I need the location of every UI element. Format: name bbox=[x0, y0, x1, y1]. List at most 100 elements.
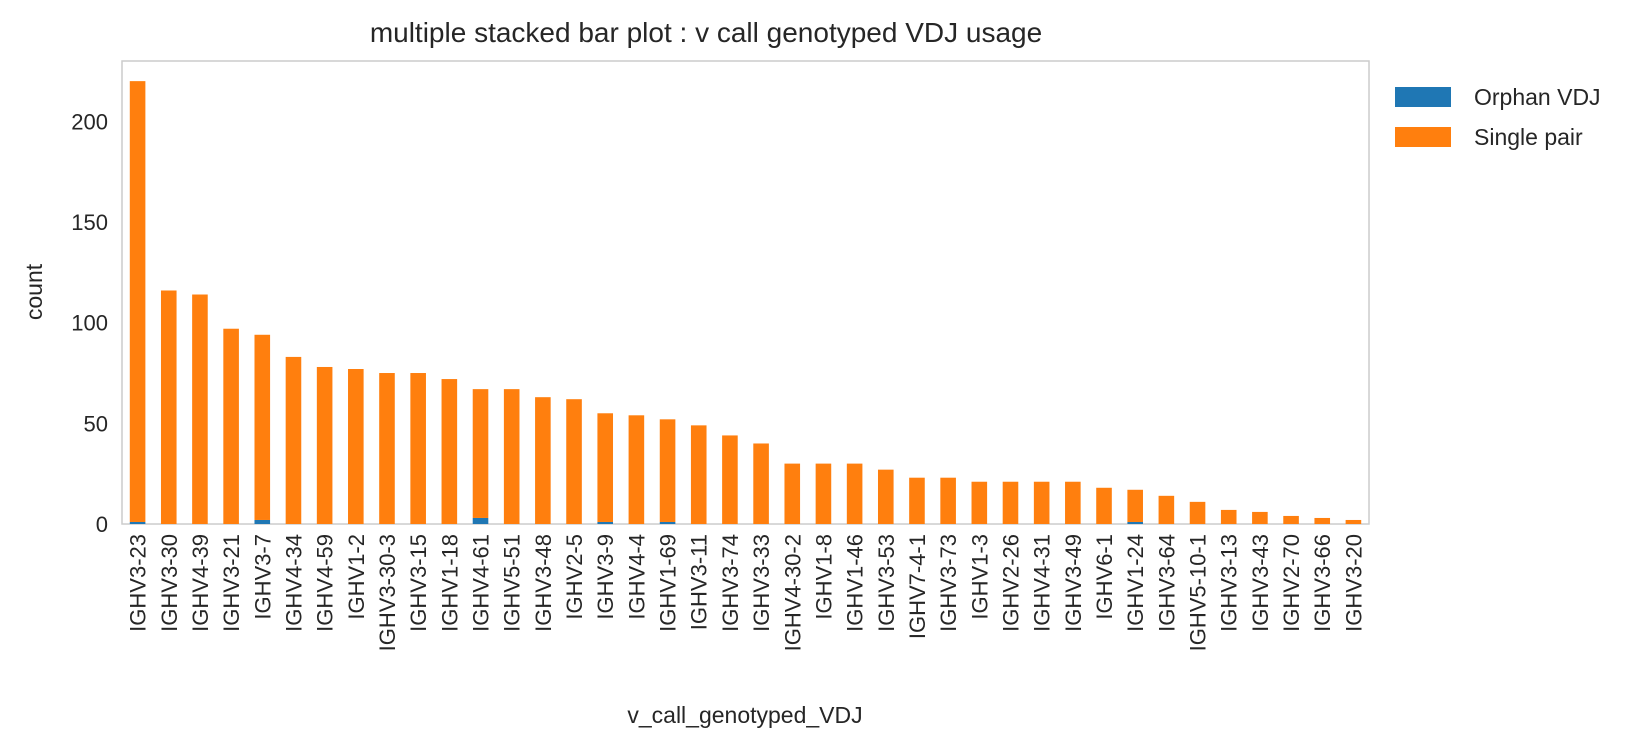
bar-IGHV3-30-3-single-pair bbox=[379, 373, 395, 524]
bar-IGHV4-34-single-pair bbox=[286, 357, 302, 524]
bar-IGHV3-73-single-pair bbox=[940, 478, 956, 524]
x-tick-label: IGHV4-30-2 bbox=[780, 534, 805, 651]
bar-IGHV2-26-single-pair bbox=[1003, 482, 1019, 524]
bar-IGHV4-39-single-pair bbox=[192, 295, 208, 524]
x-tick-label: IGHV4-61 bbox=[469, 534, 494, 632]
bar-IGHV4-61-orphan-vdj bbox=[473, 518, 489, 524]
x-tick-label: IGHV3-30 bbox=[157, 534, 182, 632]
x-tick-label: IGHV3-33 bbox=[749, 534, 774, 632]
chart-title: multiple stacked bar plot : v call genot… bbox=[370, 17, 1042, 48]
bar-IGHV3-74-single-pair bbox=[722, 435, 738, 524]
bar-IGHV4-30-2-single-pair bbox=[784, 464, 800, 524]
bar-IGHV5-51-single-pair bbox=[504, 389, 520, 524]
y-tick-label: 100 bbox=[71, 311, 108, 336]
bar-IGHV4-61-single-pair bbox=[473, 389, 489, 518]
x-tick-label: IGHV3-64 bbox=[1154, 534, 1179, 632]
x-tick-label: IGHV1-24 bbox=[1123, 534, 1148, 632]
x-axis-ticks: IGHV3-23 IGHV3-30 IGHV4-39 IGHV3-21 IGHV3-7 I… bbox=[126, 534, 1367, 651]
legend-swatch bbox=[1395, 127, 1451, 147]
x-tick-label: IGHV3-66 bbox=[1310, 534, 1335, 632]
bar-IGHV2-5-single-pair bbox=[566, 399, 582, 524]
y-tick-label: 200 bbox=[71, 109, 108, 134]
x-tick-label: IGHV3-7 bbox=[250, 534, 275, 620]
bar-IGHV5-10-1-single-pair bbox=[1190, 502, 1206, 524]
x-tick-label: IGHV3-23 bbox=[126, 534, 151, 632]
bar-IGHV2-70-single-pair bbox=[1283, 516, 1299, 524]
x-tick-label: IGHV3-20 bbox=[1341, 534, 1366, 632]
bar-IGHV3-33-single-pair bbox=[753, 443, 769, 524]
x-tick-label: IGHV4-39 bbox=[188, 534, 213, 632]
x-tick-label: IGHV3-13 bbox=[1217, 534, 1242, 632]
bar-IGHV1-2-single-pair bbox=[348, 369, 364, 524]
y-axis-label: count bbox=[21, 263, 47, 320]
x-tick-label: IGHV3-53 bbox=[874, 534, 899, 632]
x-tick-label: IGHV1-46 bbox=[843, 534, 868, 632]
x-tick-label: IGHV5-10-1 bbox=[1186, 534, 1211, 651]
bar-IGHV4-31-single-pair bbox=[1034, 482, 1050, 524]
bar-IGHV3-66-single-pair bbox=[1314, 518, 1330, 524]
x-tick-label: IGHV5-51 bbox=[500, 534, 525, 632]
x-tick-label: IGHV3-49 bbox=[1061, 534, 1086, 632]
x-tick-label: IGHV4-31 bbox=[1030, 534, 1055, 632]
x-tick-label: IGHV1-2 bbox=[344, 534, 369, 620]
x-tick-label: IGHV6-1 bbox=[1092, 534, 1117, 620]
bar-IGHV1-69-orphan-vdj bbox=[660, 522, 676, 524]
bar-IGHV3-13-single-pair bbox=[1221, 510, 1237, 524]
bar-IGHV1-24-orphan-vdj bbox=[1127, 522, 1143, 524]
x-tick-label: IGHV3-11 bbox=[687, 534, 712, 630]
x-tick-label: IGHV3-9 bbox=[593, 534, 618, 620]
bar-IGHV3-30-single-pair bbox=[161, 290, 177, 524]
bar-IGHV1-8-single-pair bbox=[816, 464, 832, 524]
x-tick-label: IGHV4-4 bbox=[624, 534, 649, 620]
x-tick-label: IGHV3-43 bbox=[1248, 534, 1273, 632]
bar-IGHV3-7-single-pair bbox=[254, 335, 270, 520]
x-tick-label: IGHV3-30-3 bbox=[375, 534, 400, 651]
bar-IGHV3-11-single-pair bbox=[691, 425, 707, 524]
bar-IGHV1-24-single-pair bbox=[1127, 490, 1143, 522]
bar-IGHV3-15-single-pair bbox=[410, 373, 426, 524]
bar-IGHV3-21-single-pair bbox=[223, 329, 239, 524]
x-tick-label: IGHV3-74 bbox=[718, 534, 743, 632]
bar-IGHV6-1-single-pair bbox=[1096, 488, 1112, 524]
legend-label: Single pair bbox=[1474, 124, 1583, 150]
bar-IGHV3-53-single-pair bbox=[878, 470, 894, 524]
bar-IGHV4-59-single-pair bbox=[317, 367, 333, 524]
x-tick-label: IGHV2-26 bbox=[998, 534, 1023, 632]
y-tick-label: 50 bbox=[84, 411, 108, 436]
bar-IGHV3-48-single-pair bbox=[535, 397, 551, 524]
plot-frame bbox=[122, 61, 1369, 524]
legend-label: Orphan VDJ bbox=[1474, 84, 1601, 110]
bar-IGHV4-4-single-pair bbox=[629, 415, 645, 524]
y-tick-label: 150 bbox=[71, 210, 108, 235]
x-tick-label: IGHV3-73 bbox=[936, 534, 961, 632]
y-axis-ticks: 0 50 100 150 200 bbox=[71, 109, 108, 537]
bars-layer bbox=[130, 81, 1361, 524]
y-tick-label: 0 bbox=[96, 512, 108, 537]
bar-IGHV7-4-1-single-pair bbox=[909, 478, 925, 524]
bar-IGHV1-46-single-pair bbox=[847, 464, 863, 524]
x-tick-label: IGHV4-34 bbox=[281, 534, 306, 632]
x-tick-label: IGHV1-3 bbox=[967, 534, 992, 620]
bar-IGHV1-18-single-pair bbox=[442, 379, 458, 524]
x-tick-label: IGHV3-48 bbox=[531, 534, 556, 632]
legend-swatch bbox=[1395, 87, 1451, 107]
bar-IGHV3-43-single-pair bbox=[1252, 512, 1268, 524]
x-tick-label: IGHV2-5 bbox=[562, 534, 587, 620]
x-tick-label: IGHV1-8 bbox=[811, 534, 836, 620]
legend: Orphan VDJ Single pair bbox=[1395, 84, 1601, 150]
x-tick-label: IGHV2-70 bbox=[1279, 534, 1304, 632]
bar-IGHV3-64-single-pair bbox=[1159, 496, 1175, 524]
x-axis-label: v_call_genotyped_VDJ bbox=[627, 702, 862, 728]
x-tick-label: IGHV3-21 bbox=[219, 534, 244, 632]
bar-IGHV3-49-single-pair bbox=[1065, 482, 1081, 524]
bar-IGHV1-3-single-pair bbox=[972, 482, 988, 524]
x-tick-label: IGHV1-69 bbox=[656, 534, 681, 632]
x-tick-label: IGHV3-15 bbox=[406, 534, 431, 632]
bar-IGHV3-9-orphan-vdj bbox=[597, 522, 613, 524]
bar-IGHV3-23-orphan-vdj bbox=[130, 522, 146, 524]
bar-IGHV3-20-single-pair bbox=[1346, 520, 1362, 524]
bar-IGHV3-9-single-pair bbox=[597, 413, 613, 522]
bar-IGHV3-23-single-pair bbox=[130, 81, 146, 522]
x-tick-label: IGHV1-18 bbox=[437, 534, 462, 632]
